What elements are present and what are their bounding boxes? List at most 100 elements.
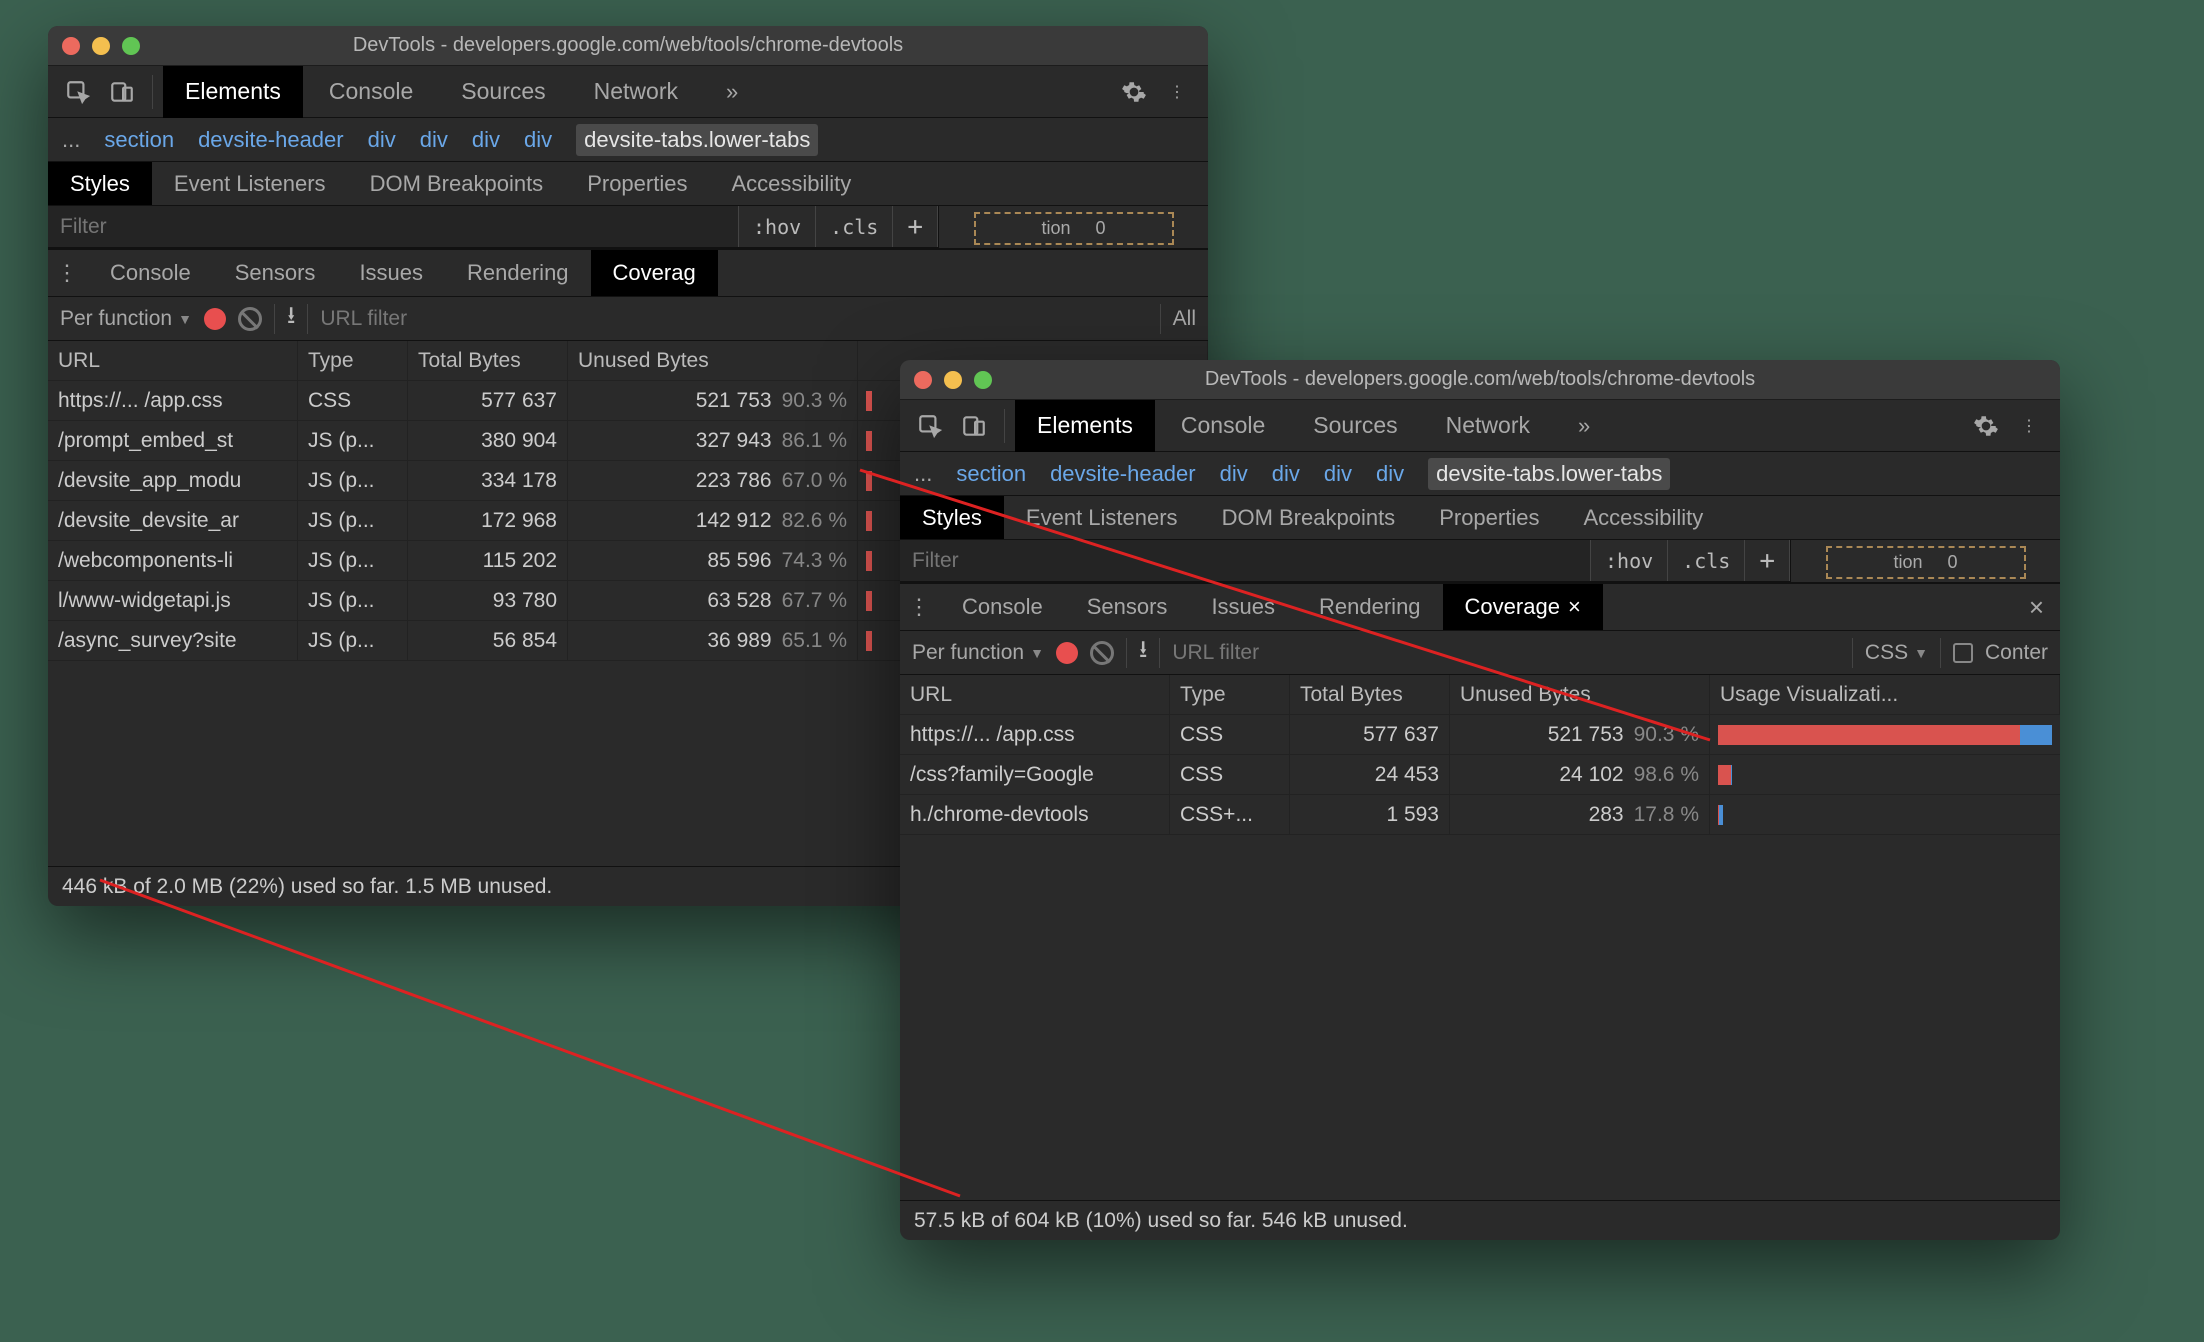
drawer-tab-sensors[interactable]: Sensors bbox=[213, 250, 338, 296]
tabs-overflow-icon[interactable]: » bbox=[704, 66, 760, 118]
subtab-properties[interactable]: Properties bbox=[1417, 496, 1561, 539]
export-icon[interactable]: ⭳ bbox=[287, 298, 295, 339]
more-icon[interactable]: ⋮ bbox=[2010, 406, 2050, 446]
cls-toggle[interactable]: .cls bbox=[816, 206, 893, 247]
drawer-tab-console[interactable]: Console bbox=[940, 584, 1065, 630]
column-header[interactable]: URL bbox=[900, 675, 1170, 714]
main-tab-network[interactable]: Network bbox=[572, 66, 700, 118]
subtab-event-listeners[interactable]: Event Listeners bbox=[1004, 496, 1200, 539]
breadcrumb-item[interactable]: div bbox=[1324, 461, 1352, 487]
main-tab-sources[interactable]: Sources bbox=[1291, 400, 1419, 452]
subtab-styles[interactable]: Styles bbox=[900, 496, 1004, 539]
breadcrumb-item[interactable]: div bbox=[420, 127, 448, 153]
column-header[interactable]: Type bbox=[1170, 675, 1290, 714]
dom-breadcrumbs[interactable]: ... sectiondevsite-headerdivdivdivdiv de… bbox=[900, 452, 2060, 496]
device-toggle-icon[interactable] bbox=[102, 72, 142, 112]
column-header[interactable]: URL bbox=[48, 341, 298, 380]
zoom-icon[interactable] bbox=[974, 371, 992, 389]
new-style-button[interactable]: + bbox=[1745, 540, 1790, 581]
drawer-more-icon[interactable]: ⋮ bbox=[48, 253, 88, 293]
hov-toggle[interactable]: :hov bbox=[1591, 540, 1668, 581]
minimize-icon[interactable] bbox=[944, 371, 962, 389]
main-tab-sources[interactable]: Sources bbox=[439, 66, 567, 118]
column-header[interactable]: Type bbox=[298, 341, 408, 380]
breadcrumb-selected[interactable]: devsite-tabs.lower-tabs bbox=[1428, 458, 1670, 490]
close-tab-icon[interactable]: × bbox=[1568, 594, 1581, 620]
drawer-tab-sensors[interactable]: Sensors bbox=[1065, 584, 1190, 630]
breadcrumb-item[interactable]: div bbox=[1220, 461, 1248, 487]
column-header[interactable]: Unused Bytes bbox=[568, 341, 858, 380]
dom-breadcrumbs[interactable]: ... sectiondevsite-headerdivdivdivdiv de… bbox=[48, 118, 1208, 162]
column-header[interactable]: Usage Visualizati... bbox=[1710, 675, 2060, 714]
type-filter-dropdown[interactable]: All bbox=[1173, 307, 1196, 331]
table-row[interactable]: h./chrome-devtoolsCSS+...1 59328317.8 % bbox=[900, 795, 2060, 835]
type-filter-dropdown[interactable]: CSS ▼ bbox=[1865, 641, 1928, 665]
content-checkbox[interactable] bbox=[1953, 643, 1973, 663]
export-icon[interactable]: ⭳ bbox=[1139, 632, 1147, 673]
breadcrumb-item[interactable]: div bbox=[1272, 461, 1300, 487]
titlebar[interactable]: DevTools - developers.google.com/web/too… bbox=[48, 26, 1208, 66]
drawer-tab-rendering[interactable]: Rendering bbox=[445, 250, 591, 296]
clear-button[interactable] bbox=[1090, 641, 1114, 665]
styles-filter-input[interactable] bbox=[48, 206, 739, 247]
main-tab-network[interactable]: Network bbox=[1424, 400, 1552, 452]
column-header[interactable]: Unused Bytes bbox=[1450, 675, 1710, 714]
url-filter-input[interactable]: URL filter bbox=[1172, 641, 1259, 665]
main-tab-elements[interactable]: Elements bbox=[163, 66, 303, 118]
breadcrumb-item[interactable]: devsite-header bbox=[198, 127, 344, 153]
settings-icon[interactable] bbox=[1114, 72, 1154, 112]
breadcrumb-item[interactable]: section bbox=[104, 127, 174, 153]
titlebar[interactable]: DevTools - developers.google.com/web/too… bbox=[900, 360, 2060, 400]
subtab-dom-breakpoints[interactable]: DOM Breakpoints bbox=[348, 162, 566, 205]
record-button[interactable] bbox=[204, 308, 226, 330]
hov-toggle[interactable]: :hov bbox=[739, 206, 816, 247]
close-icon[interactable] bbox=[62, 37, 80, 55]
traffic-lights[interactable] bbox=[914, 371, 992, 389]
inspect-icon[interactable] bbox=[58, 72, 98, 112]
cls-toggle[interactable]: .cls bbox=[1668, 540, 1745, 581]
column-header[interactable]: Total Bytes bbox=[1290, 675, 1450, 714]
column-header[interactable]: Total Bytes bbox=[408, 341, 568, 380]
drawer-more-icon[interactable]: ⋮ bbox=[900, 587, 940, 627]
new-style-button[interactable]: + bbox=[893, 206, 938, 247]
breadcrumb-item[interactable]: div bbox=[368, 127, 396, 153]
minimize-icon[interactable] bbox=[92, 37, 110, 55]
breadcrumb-item[interactable]: div bbox=[1376, 461, 1404, 487]
subtab-accessibility[interactable]: Accessibility bbox=[1561, 496, 1725, 539]
breadcrumb-ellipsis[interactable]: ... bbox=[914, 461, 932, 487]
drawer-tab-coverage[interactable]: Coverage × bbox=[1443, 584, 1603, 630]
breadcrumb-item[interactable]: div bbox=[524, 127, 552, 153]
subtab-dom-breakpoints[interactable]: DOM Breakpoints bbox=[1200, 496, 1418, 539]
drawer-tab-console[interactable]: Console bbox=[88, 250, 213, 296]
main-tab-console[interactable]: Console bbox=[1159, 400, 1287, 452]
breadcrumb-item[interactable]: div bbox=[472, 127, 500, 153]
breadcrumb-ellipsis[interactable]: ... bbox=[62, 127, 80, 153]
drawer-tab-issues[interactable]: Issues bbox=[337, 250, 445, 296]
record-button[interactable] bbox=[1056, 642, 1078, 664]
main-tab-elements[interactable]: Elements bbox=[1015, 400, 1155, 452]
device-toggle-icon[interactable] bbox=[954, 406, 994, 446]
drawer-tab-coverag[interactable]: Coverag bbox=[591, 250, 718, 296]
styles-filter-input[interactable] bbox=[900, 540, 1591, 581]
subtab-event-listeners[interactable]: Event Listeners bbox=[152, 162, 348, 205]
clear-button[interactable] bbox=[238, 307, 262, 331]
main-tab-console[interactable]: Console bbox=[307, 66, 435, 118]
close-icon[interactable] bbox=[914, 371, 932, 389]
tabs-overflow-icon[interactable]: » bbox=[1556, 400, 1612, 452]
zoom-icon[interactable] bbox=[122, 37, 140, 55]
drawer-tab-rendering[interactable]: Rendering bbox=[1297, 584, 1443, 630]
subtab-styles[interactable]: Styles bbox=[48, 162, 152, 205]
drawer-tab-issues[interactable]: Issues bbox=[1189, 584, 1297, 630]
traffic-lights[interactable] bbox=[62, 37, 140, 55]
url-filter-input[interactable]: URL filter bbox=[320, 307, 407, 331]
settings-icon[interactable] bbox=[1966, 406, 2006, 446]
inspect-icon[interactable] bbox=[910, 406, 950, 446]
breadcrumb-item[interactable]: section bbox=[956, 461, 1026, 487]
coverage-scope-dropdown[interactable]: Per function▼ bbox=[60, 307, 192, 331]
subtab-properties[interactable]: Properties bbox=[565, 162, 709, 205]
breadcrumb-item[interactable]: devsite-header bbox=[1050, 461, 1196, 487]
breadcrumb-selected[interactable]: devsite-tabs.lower-tabs bbox=[576, 124, 818, 156]
subtab-accessibility[interactable]: Accessibility bbox=[709, 162, 873, 205]
table-row[interactable]: https://... /app.cssCSS577 637521 75390.… bbox=[900, 715, 2060, 755]
coverage-scope-dropdown[interactable]: Per function▼ bbox=[912, 641, 1044, 665]
